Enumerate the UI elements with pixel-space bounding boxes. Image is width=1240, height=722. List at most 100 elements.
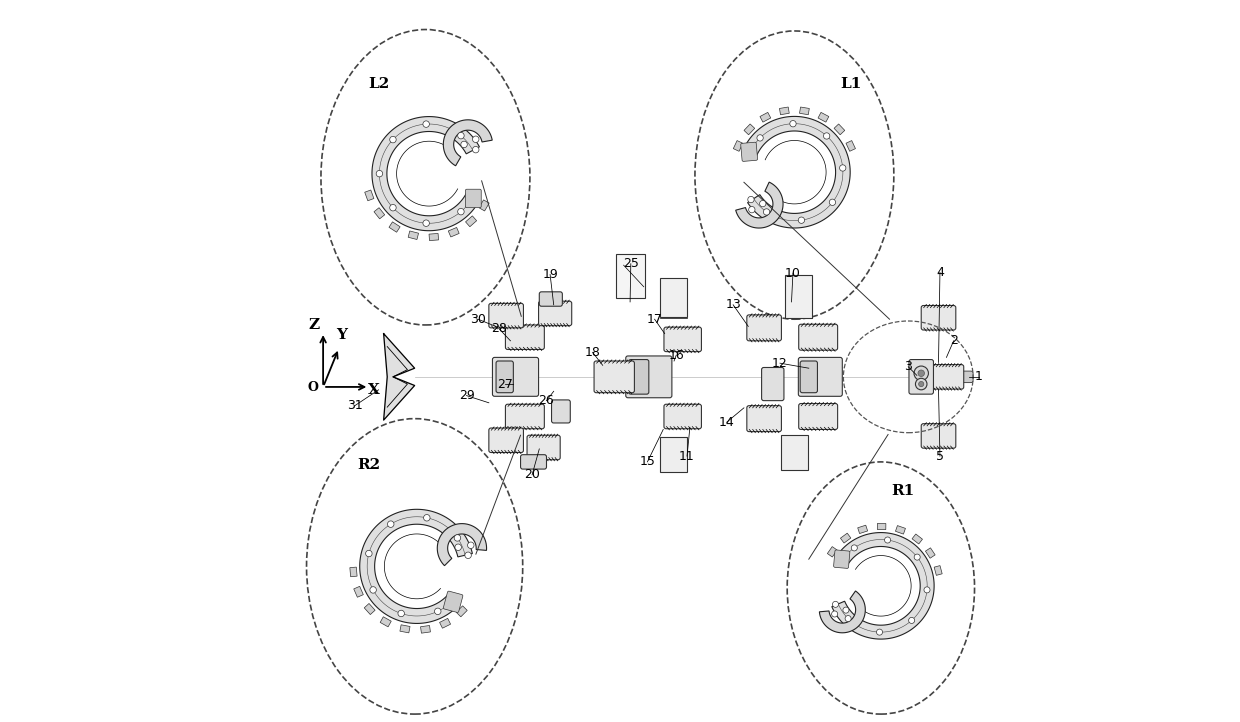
Bar (760, 113, 771, 122)
Circle shape (748, 196, 754, 203)
Bar (353, 586, 363, 597)
Text: R1: R1 (890, 484, 914, 497)
FancyBboxPatch shape (761, 367, 784, 401)
Text: 2: 2 (950, 334, 957, 347)
FancyBboxPatch shape (538, 301, 572, 326)
Text: 10: 10 (785, 266, 801, 279)
Bar (780, 107, 789, 115)
Text: 19: 19 (542, 268, 558, 281)
Text: Z: Z (309, 318, 320, 331)
Bar (660, 278, 687, 318)
Circle shape (852, 545, 857, 551)
FancyBboxPatch shape (506, 404, 544, 429)
Text: R2: R2 (357, 458, 381, 472)
Circle shape (424, 515, 430, 521)
Bar (781, 435, 808, 470)
FancyBboxPatch shape (740, 142, 758, 162)
Bar (846, 141, 856, 152)
Text: 5: 5 (936, 450, 944, 463)
Text: 29: 29 (459, 389, 475, 402)
Bar (429, 233, 439, 240)
FancyBboxPatch shape (489, 303, 523, 328)
Circle shape (749, 206, 755, 213)
Bar (350, 567, 357, 577)
Text: 16: 16 (668, 349, 684, 362)
Circle shape (830, 199, 836, 206)
FancyBboxPatch shape (527, 435, 560, 460)
Circle shape (799, 217, 805, 223)
Circle shape (843, 607, 849, 613)
Bar (878, 523, 885, 530)
Bar (616, 253, 645, 298)
Circle shape (458, 132, 464, 139)
Bar (439, 618, 450, 628)
Bar (733, 141, 743, 152)
Circle shape (472, 147, 479, 153)
Text: 17: 17 (646, 313, 662, 326)
Polygon shape (383, 334, 414, 420)
Circle shape (832, 601, 838, 607)
Text: 3: 3 (904, 360, 913, 373)
Circle shape (914, 366, 929, 380)
Circle shape (366, 550, 372, 557)
Circle shape (839, 165, 846, 171)
Bar (365, 604, 376, 614)
Bar (934, 565, 942, 575)
Circle shape (877, 629, 883, 635)
Polygon shape (832, 533, 934, 639)
Polygon shape (743, 116, 851, 228)
Circle shape (458, 209, 464, 215)
FancyBboxPatch shape (800, 361, 817, 393)
Bar (835, 124, 844, 135)
Circle shape (465, 552, 471, 559)
Circle shape (924, 587, 930, 593)
FancyBboxPatch shape (663, 327, 702, 352)
Circle shape (909, 617, 915, 624)
Text: 14: 14 (719, 416, 734, 429)
Bar (858, 525, 868, 534)
Bar (827, 547, 837, 557)
FancyBboxPatch shape (799, 404, 838, 430)
FancyBboxPatch shape (552, 400, 570, 423)
Polygon shape (360, 509, 472, 623)
Circle shape (387, 521, 394, 527)
Circle shape (461, 142, 467, 148)
Polygon shape (438, 523, 486, 565)
Circle shape (454, 535, 461, 542)
Bar (408, 231, 419, 240)
FancyBboxPatch shape (492, 357, 538, 396)
Text: 25: 25 (622, 257, 639, 270)
Bar (818, 113, 828, 122)
Circle shape (919, 381, 924, 387)
Text: 11: 11 (680, 450, 694, 463)
Bar (456, 606, 467, 617)
FancyBboxPatch shape (921, 424, 956, 448)
Text: 30: 30 (470, 313, 486, 326)
Circle shape (467, 542, 474, 549)
Bar (465, 216, 476, 227)
Circle shape (832, 611, 838, 617)
Bar (365, 190, 374, 201)
Circle shape (423, 121, 429, 127)
Circle shape (389, 204, 397, 211)
FancyBboxPatch shape (465, 189, 481, 208)
FancyBboxPatch shape (746, 406, 781, 432)
Circle shape (884, 537, 890, 543)
FancyBboxPatch shape (506, 325, 544, 349)
Circle shape (764, 209, 770, 215)
Bar (381, 617, 392, 627)
Text: O: O (308, 381, 319, 394)
Polygon shape (735, 182, 784, 228)
Bar (420, 625, 430, 633)
Text: 20: 20 (525, 469, 541, 482)
Bar (785, 274, 812, 318)
Circle shape (790, 121, 796, 127)
Bar (800, 107, 810, 115)
Bar (389, 222, 401, 232)
FancyBboxPatch shape (930, 365, 963, 389)
Circle shape (398, 610, 404, 617)
Circle shape (756, 135, 764, 141)
Circle shape (389, 136, 397, 143)
FancyBboxPatch shape (961, 371, 973, 383)
Circle shape (472, 136, 479, 142)
